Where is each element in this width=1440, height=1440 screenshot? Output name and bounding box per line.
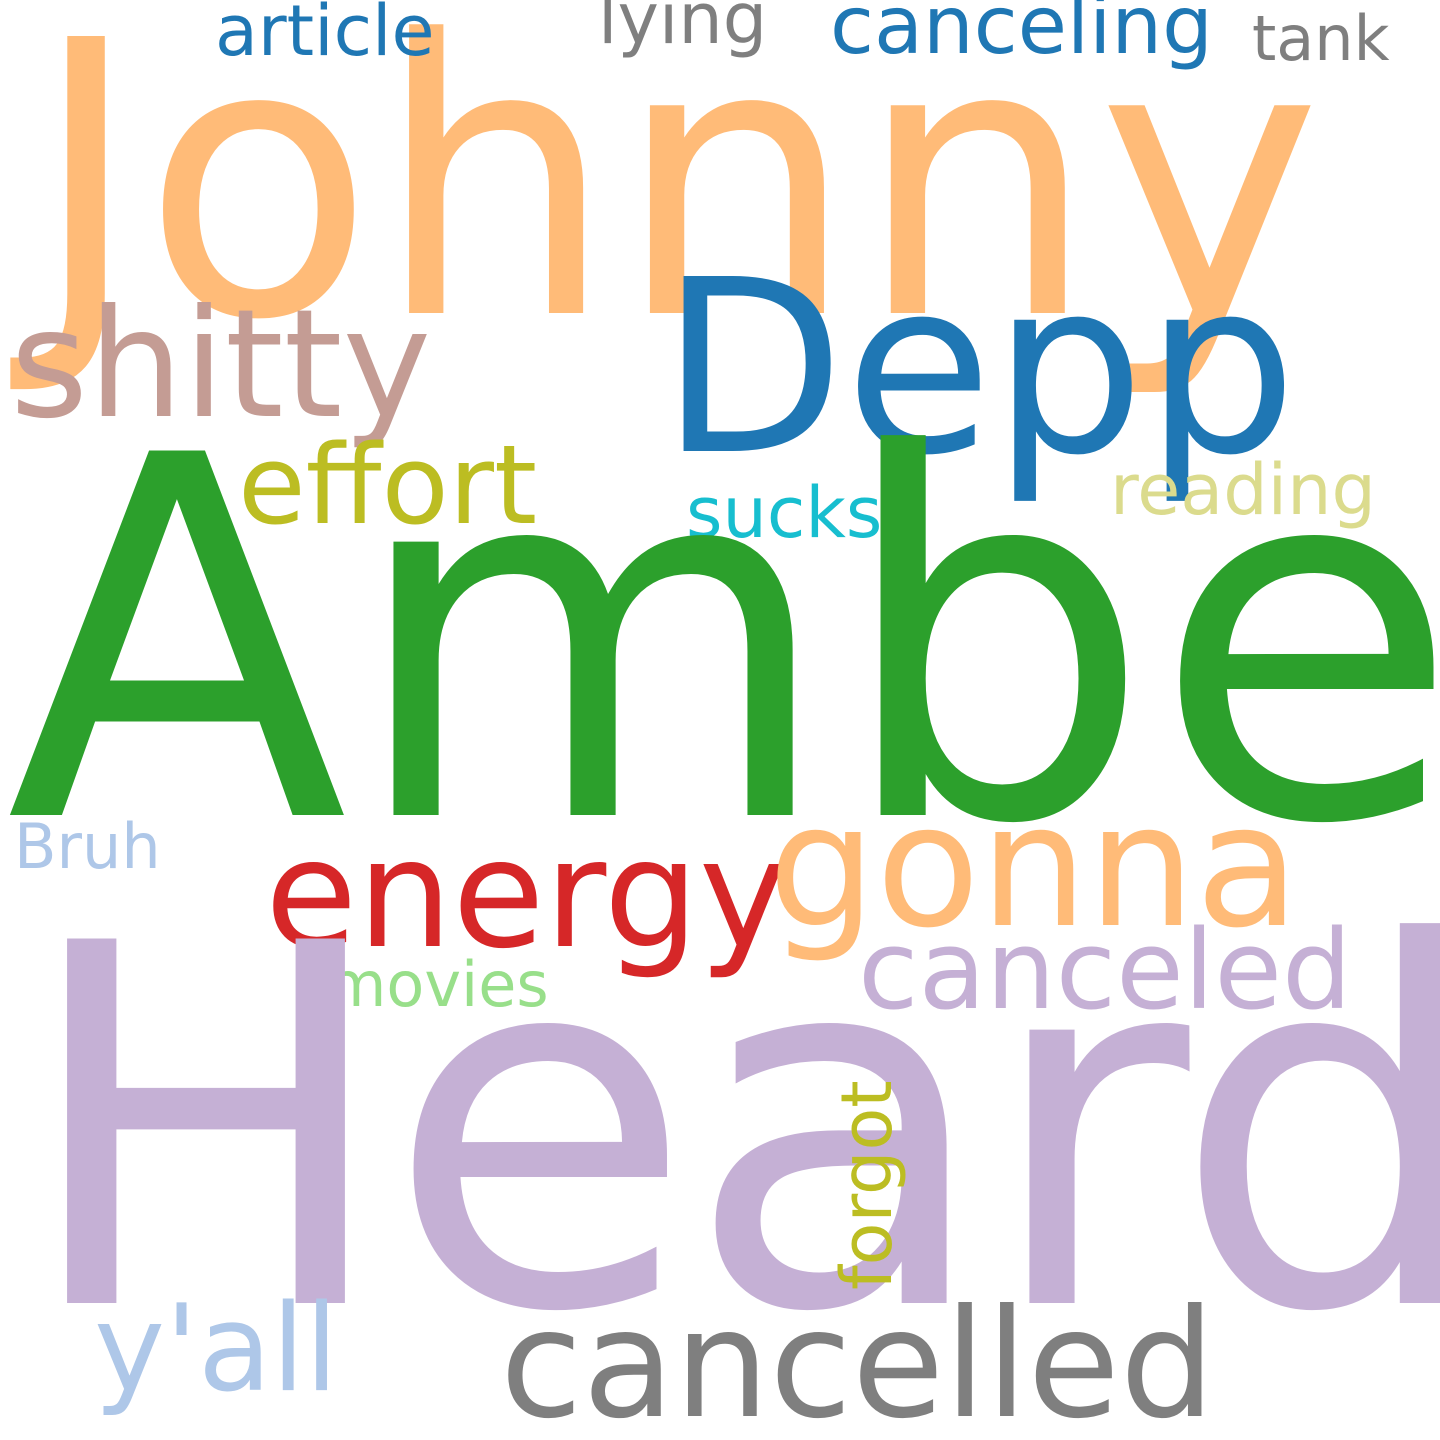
word-shitty: shitty xyxy=(10,278,432,452)
word-johnny: Johnny xyxy=(30,0,1322,403)
word-article: article xyxy=(215,0,435,72)
word-heard: Heard xyxy=(18,839,1440,1421)
word-sucks: sucks xyxy=(686,472,883,554)
word-lying: lying xyxy=(598,0,768,60)
word-gonna: gonna xyxy=(768,768,1300,966)
word-effort: effort xyxy=(238,421,538,549)
word-canceled: canceled xyxy=(858,906,1352,1034)
word-tank: tank xyxy=(1252,2,1390,75)
word-cancelled: cancelled xyxy=(500,1278,1216,1440)
word-energy: energy xyxy=(265,808,788,982)
word-bruh: Bruh xyxy=(14,810,161,883)
word-yall: y'all xyxy=(94,1280,339,1419)
word-forgot: forgot xyxy=(826,1080,908,1290)
word-movies: movies xyxy=(326,948,549,1021)
word-amber: Amber xyxy=(6,351,1440,933)
word-depp: Depp xyxy=(660,228,1298,508)
word-reading: reading xyxy=(1110,449,1376,531)
word-canceling: canceling xyxy=(830,0,1213,72)
